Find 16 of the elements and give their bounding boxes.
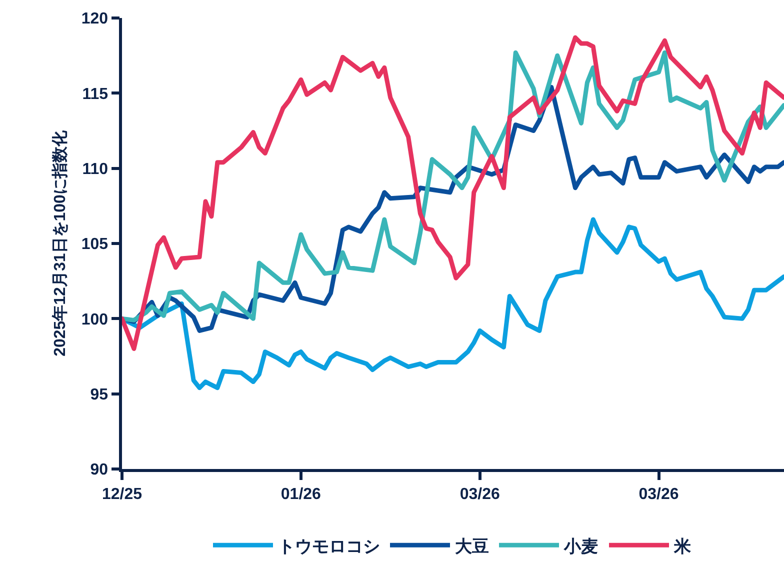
legend-label: 小麦 [563,536,598,556]
x-tick-label: 03/26 [460,486,500,503]
legend-label: 米 [673,536,692,556]
y-tick-label: 120 [81,10,108,28]
y-tick-label: 100 [81,311,108,328]
y-tick-label: 110 [82,160,108,178]
y-tick-label: 105 [81,236,108,254]
x-tick-label: 03/26 [638,486,679,503]
y-axis-title: 2025年12月31日を100に指数化 [51,130,70,356]
legend-label: 大豆 [455,536,489,556]
x-tick-label: 12/25 [102,486,142,503]
y-tick-label: 95 [90,386,108,404]
y-tick-label: 90 [90,462,108,479]
y-tick-label: 115 [82,86,108,103]
legend-label: トウモロコシ [278,536,380,556]
x-tick-label: 01/26 [280,486,322,503]
